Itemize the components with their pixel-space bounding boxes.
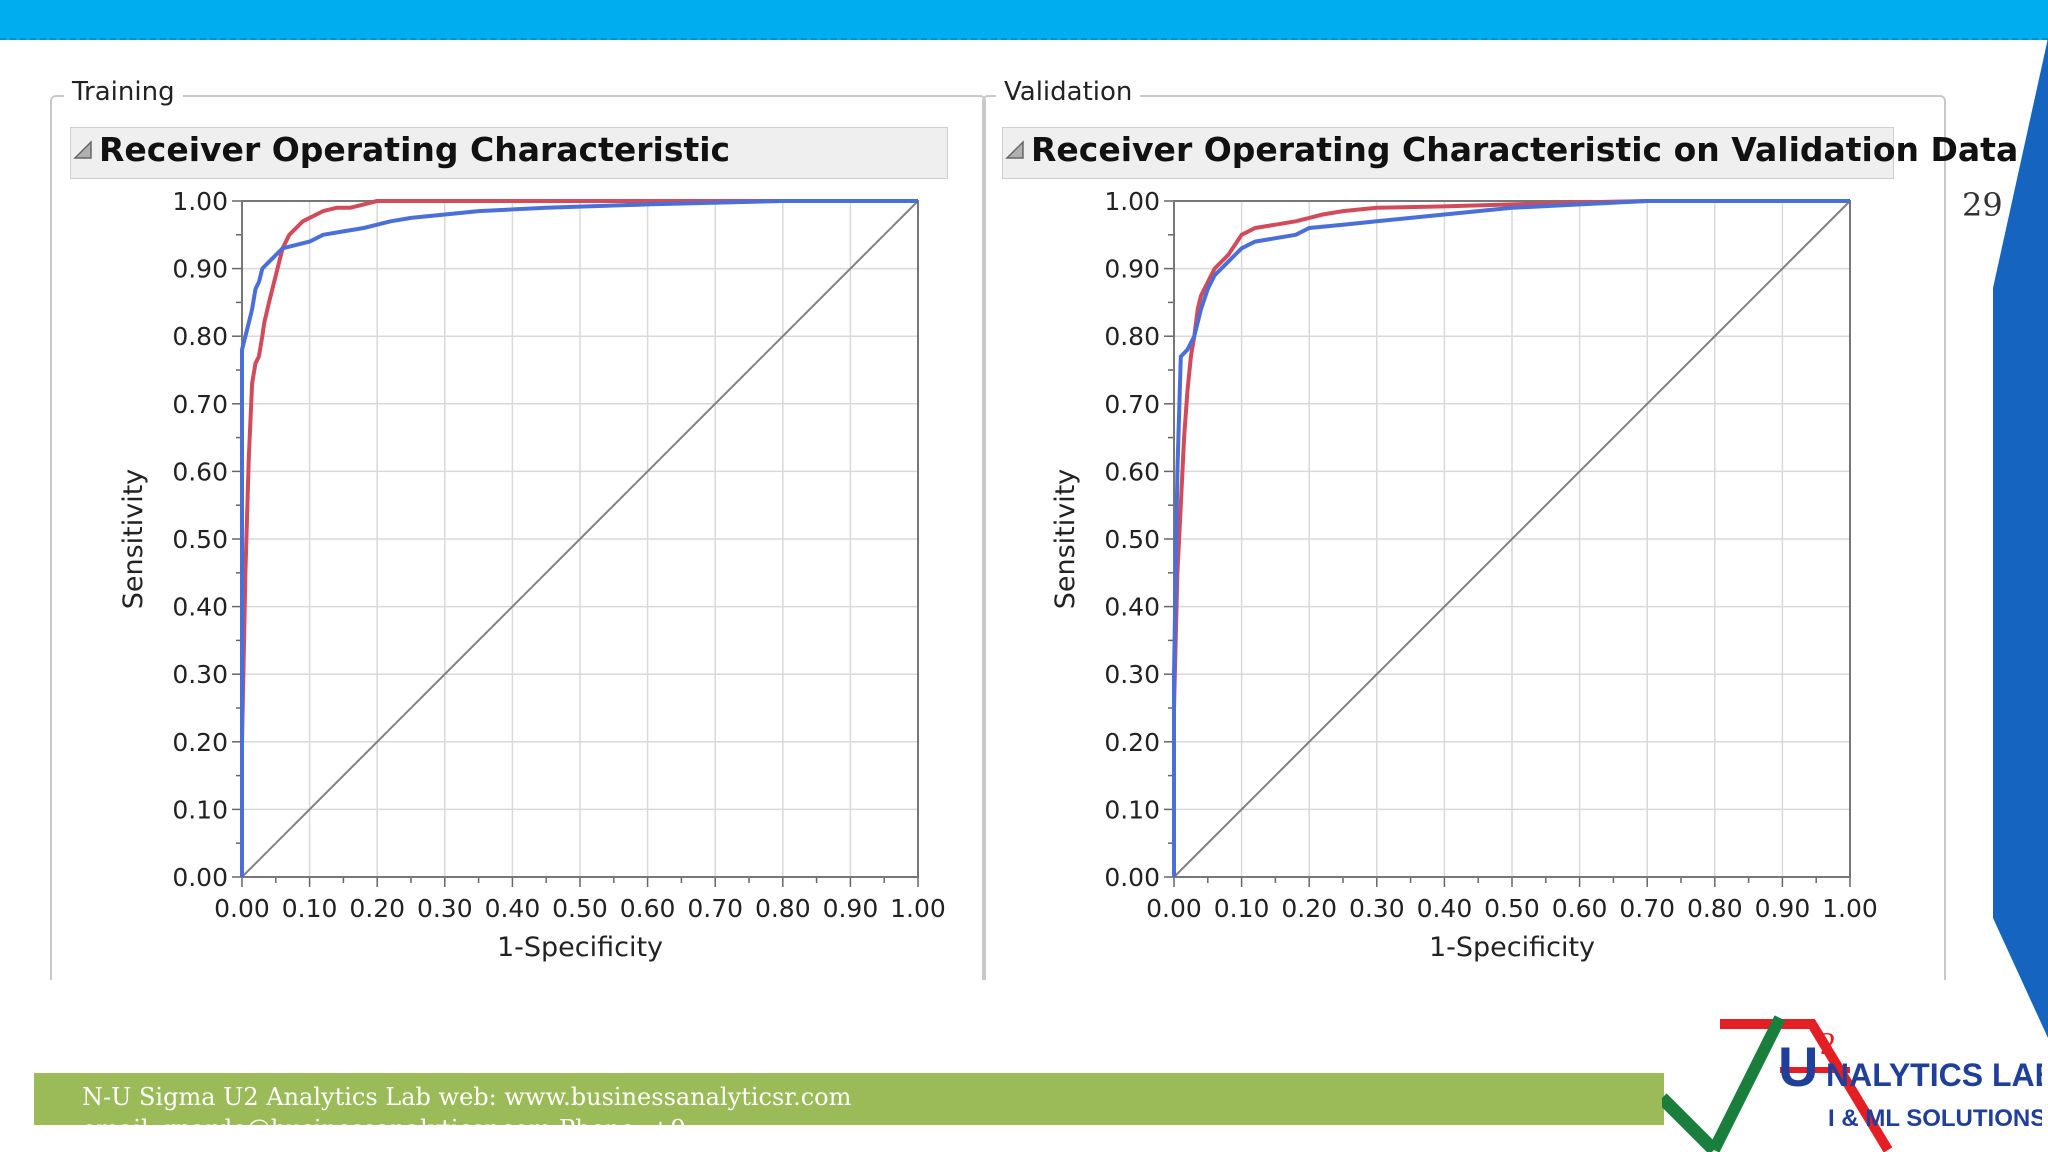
y-tick-label: 0.70 [172,390,228,419]
report-header[interactable]: Receiver Operating Characteristic on Val… [1002,127,2018,179]
u2-analytics-lab-logo: U 2 NALYTICS LAB I & ML SOLUTIONS [1662,1015,2042,1152]
validation-panel: Validation Receiver Operating Characteri… [982,77,2018,980]
logo-u-letter: U [1778,1035,1818,1098]
footer-line-2: email: rpardo@businessanalyticsr.com Pho… [82,1115,686,1125]
y-tick-label: 0.40 [172,593,228,622]
x-tick-label: 0.60 [620,894,676,923]
x-tick-label: 0.20 [349,894,405,923]
x-tick-label: 0.40 [1417,894,1473,923]
y-tick-label: 0.10 [1104,795,1160,824]
x-tick-label: 0.80 [1687,894,1743,923]
diagonal-reference-line [1173,200,1851,878]
y-tick-label: 0.00 [172,863,228,892]
x-tick-label: 0.60 [1552,894,1608,923]
y-tick-label: 0.90 [1104,255,1160,284]
y-tick-label: 0.50 [1104,525,1160,554]
panel-label: Training [64,77,183,107]
y-tick-label: 1.00 [172,187,228,216]
x-tick-label: 0.20 [1281,894,1337,923]
y-tick-label: 1.00 [1104,187,1160,216]
x-tick-label: 0.30 [417,894,473,923]
slide-number: 29 [1962,186,2003,224]
x-tick-label: 0.10 [282,894,338,923]
decorative-stripe [1993,38,2048,1038]
diagonal-reference-line [241,200,919,878]
logo-title: NALYTICS LAB [1826,1057,2042,1093]
logo-subtitle: I & ML SOLUTIONS [1828,1105,2042,1132]
x-tick-label: 0.10 [1214,894,1270,923]
y-tick-label: 0.60 [172,457,228,486]
y-tick-label: 0.00 [1104,863,1160,892]
x-tick-label: 0.80 [755,894,811,923]
y-tick-label: 0.50 [172,525,228,554]
chart-title: Receiver Operating Characteristic [99,130,731,169]
x-tick-label: 0.30 [1349,894,1405,923]
logo-v-green [1662,1093,1719,1152]
x-tick-label: 0.00 [214,894,270,923]
x-tick-label: 0.00 [1146,894,1202,923]
x-tick-label: 0.50 [552,894,608,923]
y-tick-label: 0.30 [172,660,228,689]
y-tick-label: 0.20 [172,728,228,757]
y-tick-label: 0.90 [172,255,228,284]
x-tick-label: 0.70 [687,894,743,923]
panel-label: Validation [996,77,1141,107]
y-tick-label: 0.40 [1104,593,1160,622]
y-tick-label: 0.20 [1104,728,1160,757]
report-area: Training Receiver Operating Characterist… [34,77,2018,980]
panel-frame [982,95,1946,980]
logo-v-green [1708,1015,1786,1152]
plot-frame [1173,200,1851,878]
footer-line-1: N-U Sigma U2 Analytics Lab web: www.busi… [82,1083,852,1111]
x-tick-label: 1.00 [890,894,946,923]
x-axis-label: 1-Specificity [1429,932,1595,963]
y-tick-label: 0.60 [1104,457,1160,486]
y-tick-label: 0.10 [172,795,228,824]
roc-chart-validation: 0.00 0.10 0.20 0.30 0.40 0.50 0.60 0.70 0.80 0.90… [1050,187,1878,963]
top-banner [0,0,2048,40]
disclosure-triangle-icon[interactable] [71,138,95,162]
x-axis-label: 1-Specificity [497,932,663,963]
y-tick-label: 0.70 [1104,390,1160,419]
y-tick-label: 0.80 [1104,322,1160,351]
x-tick-label: 0.70 [1619,894,1675,923]
roc-curve-red [1172,199,1850,877]
roc-curve-blue [1172,199,1850,877]
y-tick-label: 0.80 [172,322,228,351]
stripe-shape [1993,38,2048,1038]
x-tick-label: 0.90 [823,894,879,923]
disclosure-triangle-icon[interactable] [1003,138,1027,162]
footer-bar: N-U Sigma U2 Analytics Lab web: www.busi… [34,1073,1664,1125]
x-tick-label: 0.90 [1755,894,1811,923]
x-tick-label: 1.00 [1822,894,1878,923]
logo-superscript: 2 [1820,1025,1836,1061]
training-panel: Training Receiver Operating Characterist… [50,77,986,980]
roc-curve-blue [240,199,918,877]
x-tick-label: 0.50 [1484,894,1540,923]
panel-frame [50,95,986,980]
chart-title: Receiver Operating Characteristic on Val… [1031,130,2019,169]
roc-chart-training: 0.00 0.10 0.20 0.30 0.40 0.50 0.60 0.70 0.80 0.90… [118,187,946,963]
x-tick-label: 0.40 [485,894,541,923]
y-axis-label: Sensitivity [1050,469,1081,610]
y-axis-label: Sensitivity [118,469,149,610]
logo-sigma-red [1720,1019,1893,1152]
y-tick-label: 0.30 [1104,660,1160,689]
report-header[interactable]: Receiver Operating Characteristic [70,127,948,179]
